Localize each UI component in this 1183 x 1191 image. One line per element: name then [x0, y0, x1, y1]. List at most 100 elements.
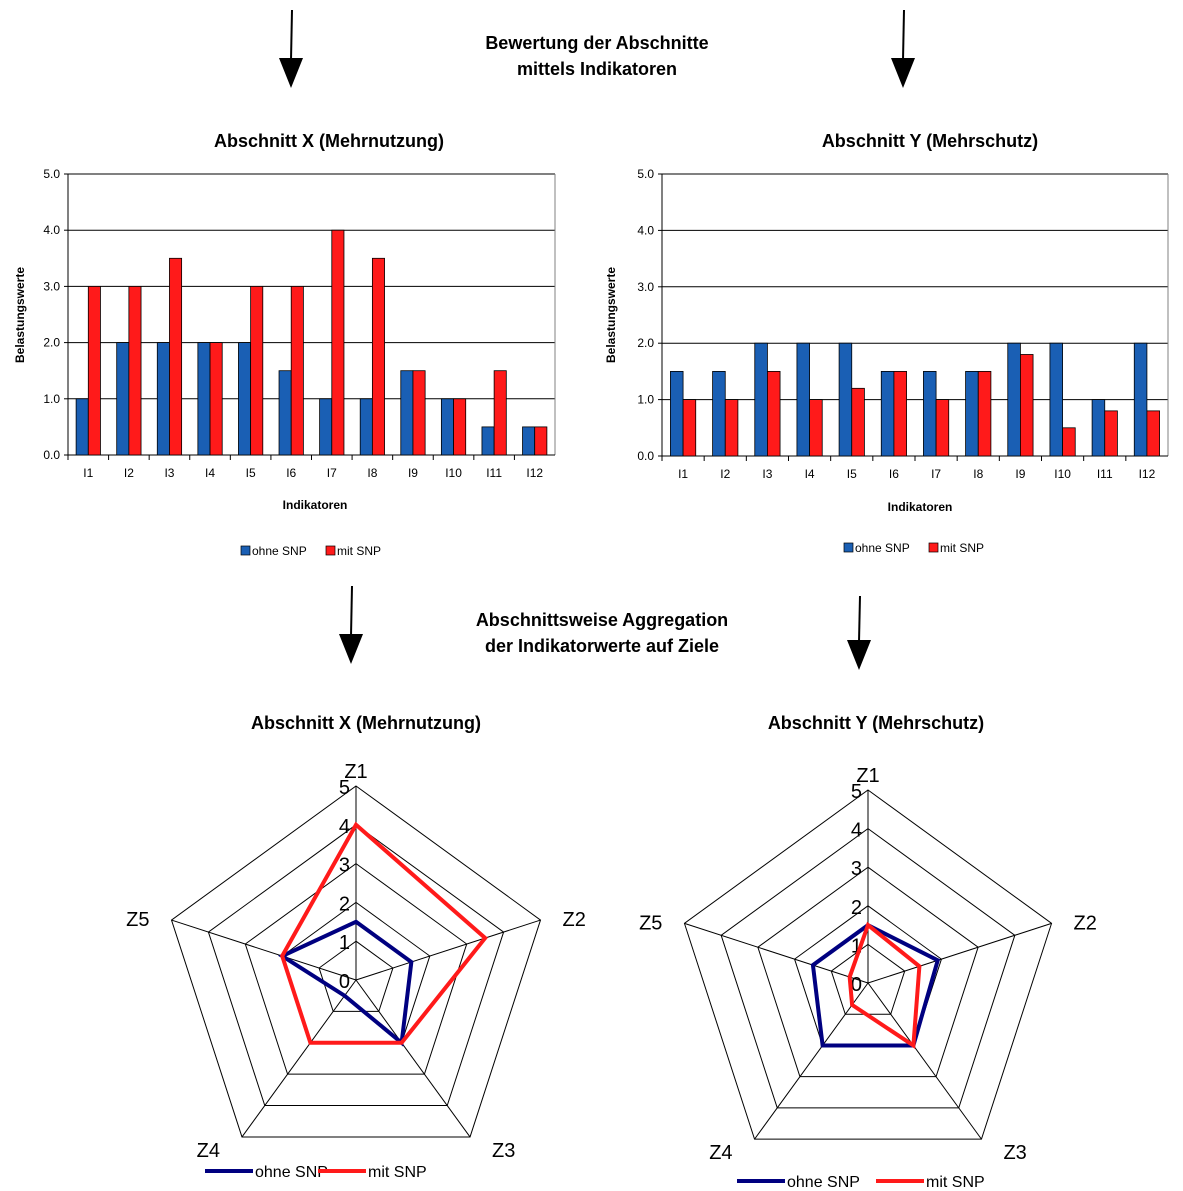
y-tick-label: 4.0: [637, 223, 654, 237]
bar-I8-ohne: [359, 398, 373, 456]
bar-I6-ohne: [880, 370, 895, 457]
x-tick-label: I2: [124, 466, 134, 480]
bar-I12-ohne: [1133, 342, 1148, 457]
x-tick-label: I8: [367, 466, 377, 480]
bar-I3-mit: [767, 370, 781, 457]
legend-label-mit: mit SNP: [337, 544, 381, 558]
bar-I11-mit: [1104, 410, 1118, 457]
bar-I9-ohne: [1007, 342, 1021, 457]
legend: ohne SNP mit SNP: [240, 544, 381, 558]
x-axis-label: Indikatoren: [283, 498, 348, 512]
legend-label-mit: mit SNP: [368, 1164, 427, 1181]
x-tick-label: I12: [526, 466, 543, 480]
gridlines: [64, 173, 556, 460]
radial-tick-label: 5: [851, 781, 862, 803]
bar-I6-mit: [893, 370, 907, 457]
bar-I9-mit: [412, 370, 426, 456]
x-tick-label: I9: [1015, 467, 1025, 481]
bar-I3-mit: [169, 257, 183, 456]
x-tick-labels: I1 I2 I3 I4 I5 I6 I7 I8 I9 I10 I11 I12: [678, 467, 1156, 481]
y-tick-label: 2.0: [637, 336, 654, 350]
bar-I7-mit: [331, 229, 345, 456]
bar-I7-ohne: [923, 370, 937, 457]
x-tick-label: I10: [445, 466, 462, 480]
web-spoke: [867, 922, 1052, 984]
heading-top-line2: mittels Indikatoren: [517, 59, 677, 79]
web-ring: [170, 785, 542, 1138]
bar-I1-mit: [87, 285, 101, 456]
radial-tick-labels: 0 1 2 3 4 5: [339, 777, 350, 993]
bar-I4-ohne: [796, 342, 810, 457]
x-tick-label: I1: [678, 467, 688, 481]
radar-series: [278, 821, 488, 1047]
heading-mid-line1: Abschnittsweise Aggregation: [476, 610, 728, 630]
axis-labels: Z1 Z2 Z3 Z4 Z5: [639, 765, 1097, 1164]
web-ring: [318, 940, 394, 1012]
bar-I2-mit: [128, 285, 142, 456]
bar-I8-mit: [371, 257, 385, 456]
flow-arrow-top-left: [279, 9, 303, 88]
bar-I4-mit: [809, 399, 823, 457]
x-tick-label: I4: [805, 467, 815, 481]
bar-I10-mit: [453, 398, 467, 456]
x-tick-label: I11: [486, 466, 502, 480]
bar-I2-mit: [724, 399, 739, 457]
web-ring: [720, 827, 1016, 1109]
bar-I8-ohne: [965, 370, 979, 457]
web-ring: [683, 789, 1053, 1140]
web-spoke: [355, 979, 471, 1138]
radar-chart-abschnitt-y: Abschnitt Y (Mehrschutz) 0 1 2 3 4 5 Z1 Z2 Z3 Z4…: [639, 713, 1097, 1191]
radial-tick-label: 3: [851, 858, 862, 880]
axis-labels: Z1 Z2 Z3 Z4 Z5: [126, 761, 586, 1162]
bar-I9-ohne: [400, 370, 414, 456]
heading-top-line1: Bewertung der Abschnitte: [485, 33, 708, 53]
bar-I10-ohne: [440, 398, 454, 456]
radar-web: [170, 785, 542, 1138]
x-tick-label: I5: [246, 466, 256, 480]
bar-I9-mit: [1020, 354, 1034, 457]
x-tick-label: I3: [164, 466, 174, 480]
heading-mid-line2: der Indikatorwerte auf Ziele: [485, 636, 719, 656]
x-tick-label: I1: [83, 466, 93, 480]
x-tick-label: I6: [889, 467, 899, 481]
bars: [670, 342, 1160, 457]
radar-line-mit: [847, 921, 922, 1050]
radar-line-mit: [280, 821, 488, 1045]
radar-series: [810, 921, 941, 1050]
y-tick-label: 0.0: [637, 449, 654, 463]
bar-I7-ohne: [319, 398, 333, 456]
axis-label-Z4: Z4: [197, 1140, 220, 1162]
legend-swatch-mit: [325, 545, 336, 556]
chart-title: Abschnitt X (Mehrnutzung): [214, 131, 444, 151]
chart-title: Abschnitt X (Mehrnutzung): [251, 713, 481, 733]
x-tick-label: I5: [847, 467, 857, 481]
web-ring: [207, 824, 505, 1107]
bar-I10-mit: [1062, 427, 1076, 457]
web-ring: [757, 866, 979, 1078]
axis-label-Z2: Z2: [563, 909, 586, 931]
radial-tick-label: 1: [851, 935, 862, 957]
x-tick-label: I4: [205, 466, 215, 480]
bar-I3-ohne: [754, 342, 768, 457]
bar-I8-mit: [977, 370, 992, 457]
flow-arrow-mid-right: [847, 595, 871, 670]
legend: ohne SNP mit SNP: [737, 1174, 985, 1191]
x-tick-label: I10: [1054, 467, 1071, 481]
bar-I12-ohne: [522, 426, 536, 456]
bar-I4-mit: [209, 342, 223, 456]
bar-I2-ohne: [116, 342, 130, 456]
radial-tick-label: 5: [339, 777, 350, 799]
axis-label-Z5: Z5: [639, 912, 662, 934]
bar-chart-abschnitt-x: Abschnitt X (Mehrnutzung) Belastungswert…: [13, 131, 556, 558]
x-axis-label: Indikatoren: [888, 500, 953, 514]
x-tick-label: I3: [762, 467, 772, 481]
radial-tick-label: 4: [851, 820, 862, 842]
bar-I10-ohne: [1049, 342, 1063, 457]
radial-tick-label: 3: [339, 855, 350, 877]
legend-label-ohne: ohne SNP: [252, 544, 307, 558]
bar-I11-ohne: [481, 426, 495, 456]
legend-label-ohne: ohne SNP: [787, 1174, 860, 1191]
legend-label-ohne: ohne SNP: [855, 541, 910, 555]
x-tick-label: I11: [1097, 467, 1113, 481]
